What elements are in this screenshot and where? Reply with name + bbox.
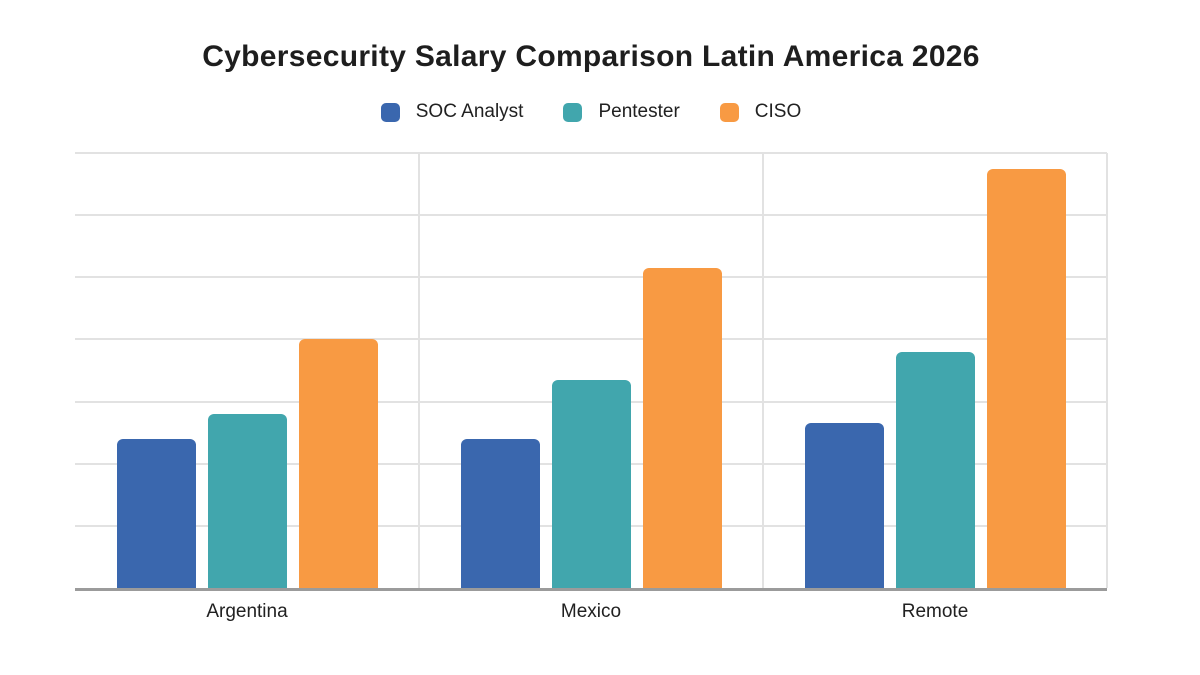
legend-item-ciso: CISO bbox=[719, 101, 802, 123]
x-gridline bbox=[1106, 153, 1108, 588]
legend-label-soc-analyst: SOC Analyst bbox=[415, 101, 524, 122]
chart-title: Cybersecurity Salary Comparison Latin Am… bbox=[202, 40, 980, 73]
plot-area bbox=[75, 152, 1108, 591]
x-gridline bbox=[418, 153, 420, 588]
legend-label-ciso: CISO bbox=[754, 101, 802, 122]
bar-soc-analyst-remote bbox=[804, 423, 884, 588]
y-gridline bbox=[75, 152, 1107, 154]
x-axis-labels: Argentina Mexico Remote bbox=[75, 601, 1107, 623]
bar-group-argentina bbox=[75, 153, 419, 588]
legend-swatch-pentester bbox=[563, 102, 583, 122]
legend-label-pentester: Pentester bbox=[598, 101, 680, 122]
legend-item-pentester: Pentester bbox=[563, 101, 680, 123]
bar-pentester-remote bbox=[895, 351, 975, 588]
legend-swatch-ciso bbox=[719, 102, 739, 122]
bar-soc-analyst-mexico bbox=[460, 438, 540, 588]
bar-pentester-mexico bbox=[551, 379, 631, 588]
bar-ciso-remote bbox=[986, 168, 1066, 588]
bar-soc-analyst-argentina bbox=[116, 438, 196, 588]
x-axis-label-remote: Remote bbox=[901, 601, 969, 622]
x-axis-label-argentina: Argentina bbox=[206, 601, 288, 622]
x-gridline bbox=[762, 153, 764, 588]
bar-ciso-argentina bbox=[298, 339, 378, 588]
bar-group-remote bbox=[763, 153, 1107, 588]
y-gridline bbox=[75, 276, 1107, 279]
bar-groups bbox=[75, 153, 1107, 588]
bar-ciso-mexico bbox=[642, 267, 722, 588]
legend-item-soc-analyst: SOC Analyst bbox=[380, 101, 524, 123]
y-gridline bbox=[75, 338, 1107, 341]
x-axis-line bbox=[75, 588, 1107, 591]
legend: SOC Analyst Pentester CISO bbox=[75, 101, 1107, 123]
bar-pentester-argentina bbox=[207, 414, 287, 588]
bar-group-mexico bbox=[419, 153, 763, 588]
legend-swatch-soc-analyst bbox=[380, 102, 400, 122]
x-axis-label-mexico: Mexico bbox=[560, 601, 622, 622]
y-gridline bbox=[75, 214, 1107, 217]
